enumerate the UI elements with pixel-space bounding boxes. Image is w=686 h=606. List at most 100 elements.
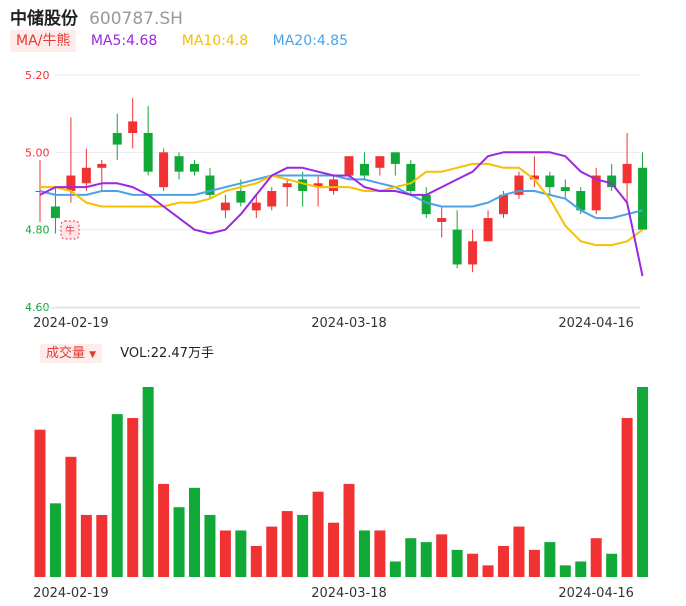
volume-bar <box>436 534 448 577</box>
ma5-line <box>39 151 644 277</box>
caret-down-icon: ▼ <box>89 350 97 360</box>
volume-indicator-dropdown[interactable]: 成交量 ▼ <box>40 344 103 363</box>
volume-bar <box>266 526 278 577</box>
ma-toggle-button[interactable]: MA/牛熊 <box>10 30 77 52</box>
candle-body <box>220 202 230 211</box>
volume-bar <box>482 565 494 577</box>
volume-bar <box>173 507 185 577</box>
candle-body <box>97 163 107 168</box>
volume-bar <box>637 387 649 577</box>
volume-bar <box>559 565 571 577</box>
volume-bar <box>312 491 324 577</box>
bull-badge <box>60 220 80 240</box>
volume-bar <box>590 538 602 577</box>
volume-bar <box>621 418 633 577</box>
volume-bar <box>127 418 139 577</box>
candle-body <box>607 175 617 188</box>
volume-bar <box>451 549 463 577</box>
candle-body <box>622 163 632 184</box>
stock-header: 中储股份 600787.SH <box>10 4 183 29</box>
volume-bar <box>420 542 432 577</box>
x-tick-label: 2024-03-18 <box>311 586 387 601</box>
stock-code: 600787.SH <box>89 9 183 29</box>
volume-bar <box>374 530 386 577</box>
candle-body <box>174 156 184 172</box>
candle-body <box>375 156 385 168</box>
y-tick-label: 4.60 <box>25 301 50 314</box>
ma20-line <box>39 174 643 220</box>
volume-bar <box>281 511 293 577</box>
candle-body <box>251 202 261 211</box>
candle-body <box>143 133 153 172</box>
volume-bar <box>358 530 370 577</box>
volume-bar <box>158 483 170 577</box>
candle-body <box>81 167 91 184</box>
volume-bar <box>575 561 587 577</box>
x-tick-label: 2024-02-19 <box>33 586 109 601</box>
candle-body <box>421 194 431 215</box>
candle-body <box>205 175 215 195</box>
candle-body <box>390 152 400 164</box>
candle-body <box>112 133 122 145</box>
volume-bar <box>513 526 525 577</box>
candle-body <box>66 175 76 191</box>
volume-bar <box>80 514 92 577</box>
volume-bar <box>528 549 540 577</box>
volume-bar <box>606 553 618 577</box>
volume-bar <box>328 522 340 577</box>
candle-body <box>50 206 60 219</box>
ma10-legend-item: MA10:4.8 <box>181 33 249 49</box>
volume-bar <box>34 429 46 577</box>
volume-bar <box>49 503 61 577</box>
candle-body <box>344 156 354 176</box>
candle-body <box>514 175 524 195</box>
volume-value: VOL:22.47万手 <box>120 346 214 361</box>
candle-body <box>128 121 138 133</box>
volume-bar <box>544 542 556 577</box>
candle-body <box>560 187 570 191</box>
y-tick-label: 5.20 <box>25 69 50 82</box>
candle-body <box>529 175 539 180</box>
volume-bar <box>219 530 231 577</box>
x-tick-label: 2024-04-16 <box>558 586 634 601</box>
y-tick-label: 5.00 <box>25 146 50 159</box>
x-tick-label: 2024-04-16 <box>558 316 634 331</box>
volume-bar <box>405 538 417 577</box>
candle-body <box>483 218 493 242</box>
candle-body <box>499 194 508 215</box>
ma20-legend-item: MA20:4.85 <box>272 33 348 49</box>
candle-body <box>359 163 369 176</box>
candle-body <box>282 183 292 188</box>
ma10-line <box>40 162 644 247</box>
volume-bar <box>65 456 77 577</box>
candle-body <box>576 191 586 211</box>
volume-bar <box>250 545 262 577</box>
volume-legend: 成交量 ▼ VOL:22.47万手 <box>40 342 214 363</box>
volume-bar <box>189 487 200 577</box>
candle-body <box>406 163 416 191</box>
candle-body <box>313 183 323 188</box>
candle-body <box>267 191 277 207</box>
candle-body <box>468 241 478 265</box>
volume-indicator-label: 成交量 <box>46 346 86 361</box>
stock-name: 中储股份 <box>10 9 78 29</box>
candle-body <box>452 229 462 265</box>
x-tick-label: 2024-03-18 <box>311 316 387 331</box>
candle-body <box>591 175 601 211</box>
x-tick-label: 2024-02-19 <box>33 316 109 331</box>
volume-bar <box>142 387 154 577</box>
volume-bar <box>297 514 309 577</box>
volume-bar <box>111 414 123 577</box>
ma5-legend-item: MA5:4.68 <box>90 33 158 49</box>
candle-body <box>329 179 339 191</box>
candle-body <box>545 175 555 188</box>
volume-bar <box>498 545 509 577</box>
candle-body <box>190 163 199 172</box>
y-tick-label: 4.80 <box>25 224 50 237</box>
volume-bar <box>343 483 355 577</box>
candle-body <box>159 152 169 188</box>
candle-body <box>437 218 447 222</box>
volume-bar <box>467 553 479 577</box>
candle-body <box>298 179 308 191</box>
